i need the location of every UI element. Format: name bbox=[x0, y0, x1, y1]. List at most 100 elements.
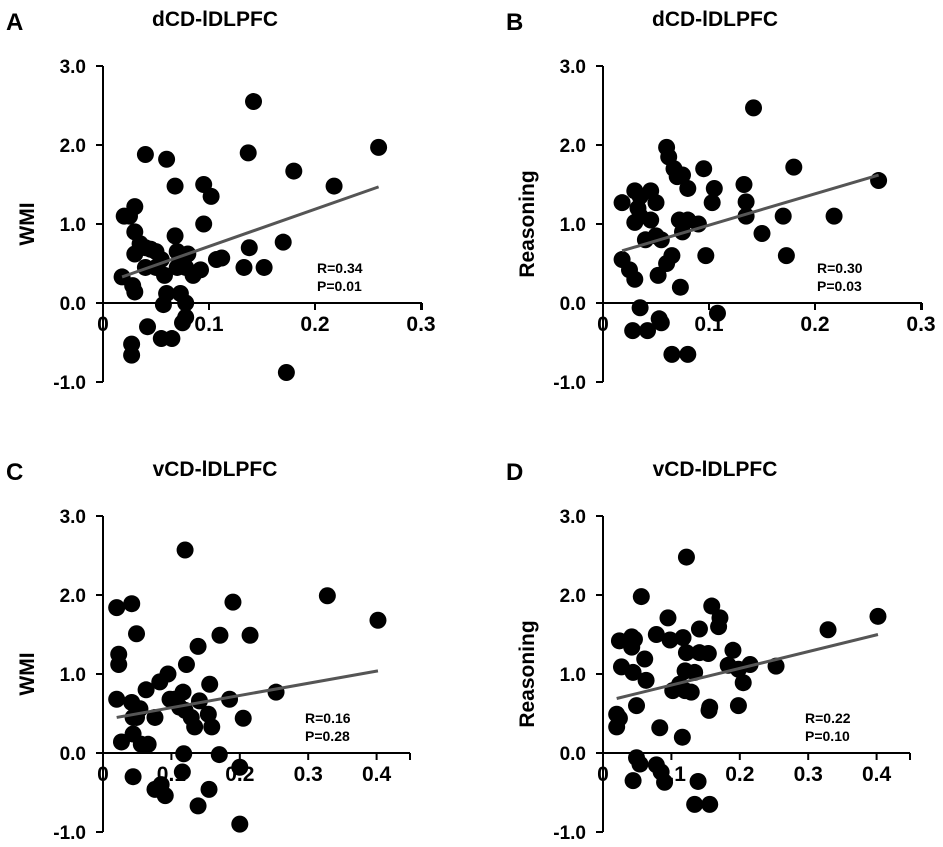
data-point bbox=[241, 626, 259, 644]
data-point bbox=[682, 683, 700, 701]
panel-letter: B bbox=[506, 9, 523, 36]
data-point bbox=[234, 709, 252, 727]
y-tick-label: 2.0 bbox=[60, 136, 86, 157]
data-point bbox=[146, 708, 164, 726]
data-point bbox=[613, 194, 631, 212]
data-point bbox=[708, 304, 726, 322]
data-point bbox=[745, 99, 763, 117]
y-tick-label: 1.0 bbox=[560, 665, 586, 686]
data-point bbox=[369, 611, 387, 629]
data-point bbox=[686, 663, 704, 681]
data-point bbox=[195, 215, 213, 233]
data-point bbox=[174, 683, 192, 701]
data-point bbox=[663, 345, 681, 363]
data-point bbox=[213, 249, 231, 267]
data-point bbox=[137, 681, 155, 699]
data-point bbox=[224, 593, 242, 611]
data-point bbox=[274, 233, 292, 251]
p-value: P=0.28 bbox=[305, 728, 350, 744]
y-tick-label: 3.0 bbox=[560, 507, 586, 528]
data-point bbox=[177, 656, 195, 674]
data-point bbox=[623, 638, 641, 656]
data-point bbox=[108, 690, 126, 708]
data-point bbox=[221, 690, 239, 708]
data-point bbox=[690, 620, 708, 638]
data-point bbox=[724, 641, 742, 659]
y-tick-label: 0.0 bbox=[60, 744, 86, 765]
chart-title: vCD-lDLPFC bbox=[153, 458, 278, 481]
y-axis-label: WMI bbox=[16, 202, 39, 245]
data-point bbox=[189, 797, 207, 815]
r-value: R=0.22 bbox=[805, 710, 851, 726]
data-point bbox=[255, 258, 273, 276]
data-point bbox=[624, 663, 642, 681]
x-tick-label: 0.1 bbox=[194, 313, 224, 336]
data-point bbox=[686, 795, 704, 813]
y-tick-label: -1.0 bbox=[553, 373, 586, 394]
data-point bbox=[192, 261, 210, 279]
data-point bbox=[139, 318, 157, 336]
data-point bbox=[703, 194, 721, 212]
data-point bbox=[626, 270, 644, 288]
data-point bbox=[674, 166, 691, 184]
data-point bbox=[870, 172, 888, 190]
data-point bbox=[189, 637, 207, 655]
data-point bbox=[136, 145, 154, 163]
data-point bbox=[624, 772, 642, 790]
panel-letter: A bbox=[6, 9, 23, 36]
x-tick-label: 0 bbox=[97, 313, 109, 336]
data-point bbox=[819, 621, 837, 639]
data-point bbox=[159, 665, 177, 683]
data-point bbox=[659, 609, 677, 627]
data-point bbox=[729, 697, 747, 715]
x-tick-label: 0.2 bbox=[300, 313, 329, 336]
data-point bbox=[608, 718, 626, 736]
data-point bbox=[156, 787, 174, 805]
data-point bbox=[231, 815, 249, 833]
data-point bbox=[186, 718, 204, 736]
data-point bbox=[705, 179, 723, 197]
data-point bbox=[370, 138, 388, 156]
data-point bbox=[177, 294, 195, 312]
regression-line bbox=[116, 669, 379, 719]
y-tick-label: -1.0 bbox=[553, 823, 586, 844]
data-point bbox=[647, 626, 665, 643]
y-tick-label: 0.0 bbox=[60, 294, 86, 315]
data-point bbox=[699, 644, 717, 662]
x-tick-label: 0.3 bbox=[406, 313, 435, 336]
y-tick-label: -1.0 bbox=[53, 823, 86, 844]
data-point bbox=[124, 768, 142, 786]
chart-title: vCD-lDLPFC bbox=[653, 458, 778, 481]
data-point bbox=[240, 239, 258, 257]
regression-line bbox=[616, 633, 879, 700]
data-point bbox=[632, 588, 650, 606]
data-point bbox=[697, 247, 715, 265]
data-point bbox=[277, 364, 295, 382]
data-point bbox=[637, 671, 655, 689]
chart-title: dCD-lDLPFC bbox=[152, 8, 278, 31]
data-point bbox=[677, 548, 695, 566]
data-point bbox=[203, 718, 221, 736]
data-point bbox=[671, 278, 689, 296]
data-point bbox=[163, 330, 181, 348]
regression-line bbox=[621, 173, 880, 253]
data-point bbox=[674, 629, 692, 647]
y-tick-label: 3.0 bbox=[60, 57, 86, 78]
x-tick-label: 0.4 bbox=[862, 763, 892, 786]
data-point bbox=[173, 763, 191, 781]
data-point bbox=[200, 780, 218, 798]
data-point bbox=[647, 194, 665, 212]
data-point bbox=[175, 745, 193, 763]
x-tick-label: 0.2 bbox=[725, 763, 754, 786]
r-value: R=0.30 bbox=[817, 260, 863, 276]
p-value: P=0.03 bbox=[817, 278, 862, 294]
data-point bbox=[166, 177, 184, 195]
data-point bbox=[737, 193, 755, 211]
y-tick-label: 2.0 bbox=[60, 586, 86, 607]
data-point bbox=[155, 266, 173, 284]
x-tick-label: 0.3 bbox=[794, 763, 823, 786]
data-point bbox=[631, 299, 649, 317]
data-point bbox=[700, 701, 718, 719]
